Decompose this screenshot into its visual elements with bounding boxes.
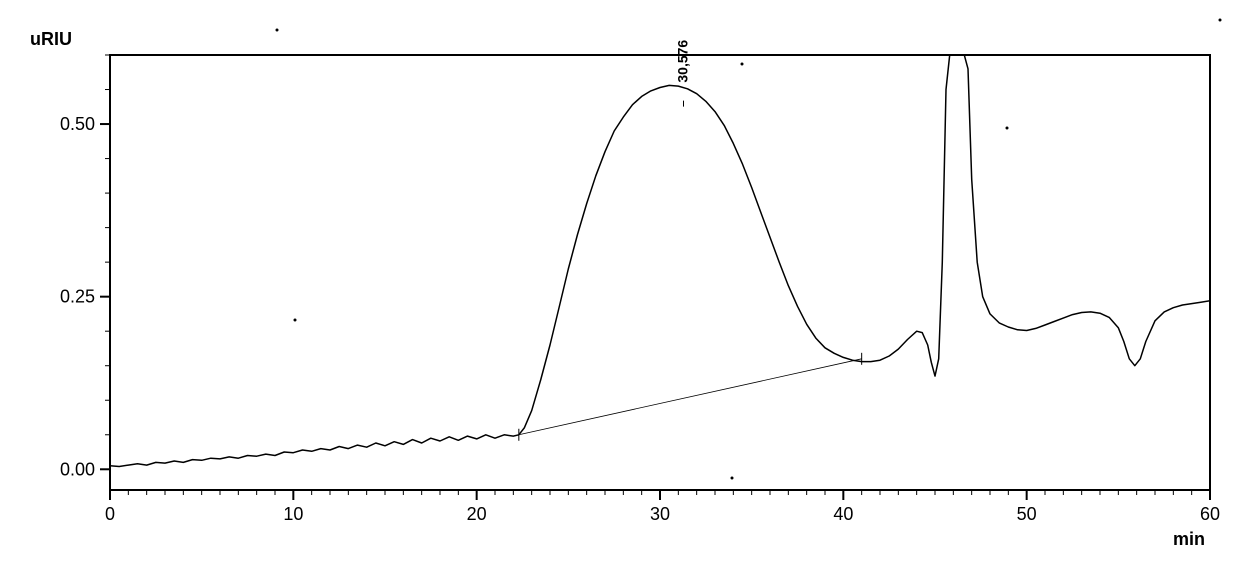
chromatogram-chart: 0 10 20 30 40 50 60 0.00 0.25 0.50 uRIU min 30,576 — [0, 0, 1240, 567]
speck — [731, 477, 734, 480]
x-axis-title: min — [1173, 529, 1205, 549]
speck — [1006, 127, 1009, 130]
x-tick-label: 10 — [283, 504, 303, 524]
speck — [741, 63, 744, 66]
speck — [294, 319, 297, 322]
chart-bg — [0, 0, 1240, 567]
x-tick-label: 20 — [467, 504, 487, 524]
y-tick-label: 0.25 — [60, 287, 95, 307]
chart-svg: 0 10 20 30 40 50 60 0.00 0.25 0.50 uRIU min 30,576 — [0, 0, 1240, 567]
x-tick-label: 0 — [105, 504, 115, 524]
x-tick-label: 30 — [650, 504, 670, 524]
x-tick-label: 50 — [1017, 504, 1037, 524]
peak-label: 30,576 — [675, 40, 691, 83]
y-axis-title: uRIU — [30, 29, 72, 49]
x-tick-label: 40 — [833, 504, 853, 524]
y-tick-label: 0.00 — [60, 459, 95, 479]
speck — [1219, 19, 1222, 22]
x-tick-label: 60 — [1200, 504, 1220, 524]
y-tick-label: 0.50 — [60, 114, 95, 134]
speck — [276, 29, 279, 32]
